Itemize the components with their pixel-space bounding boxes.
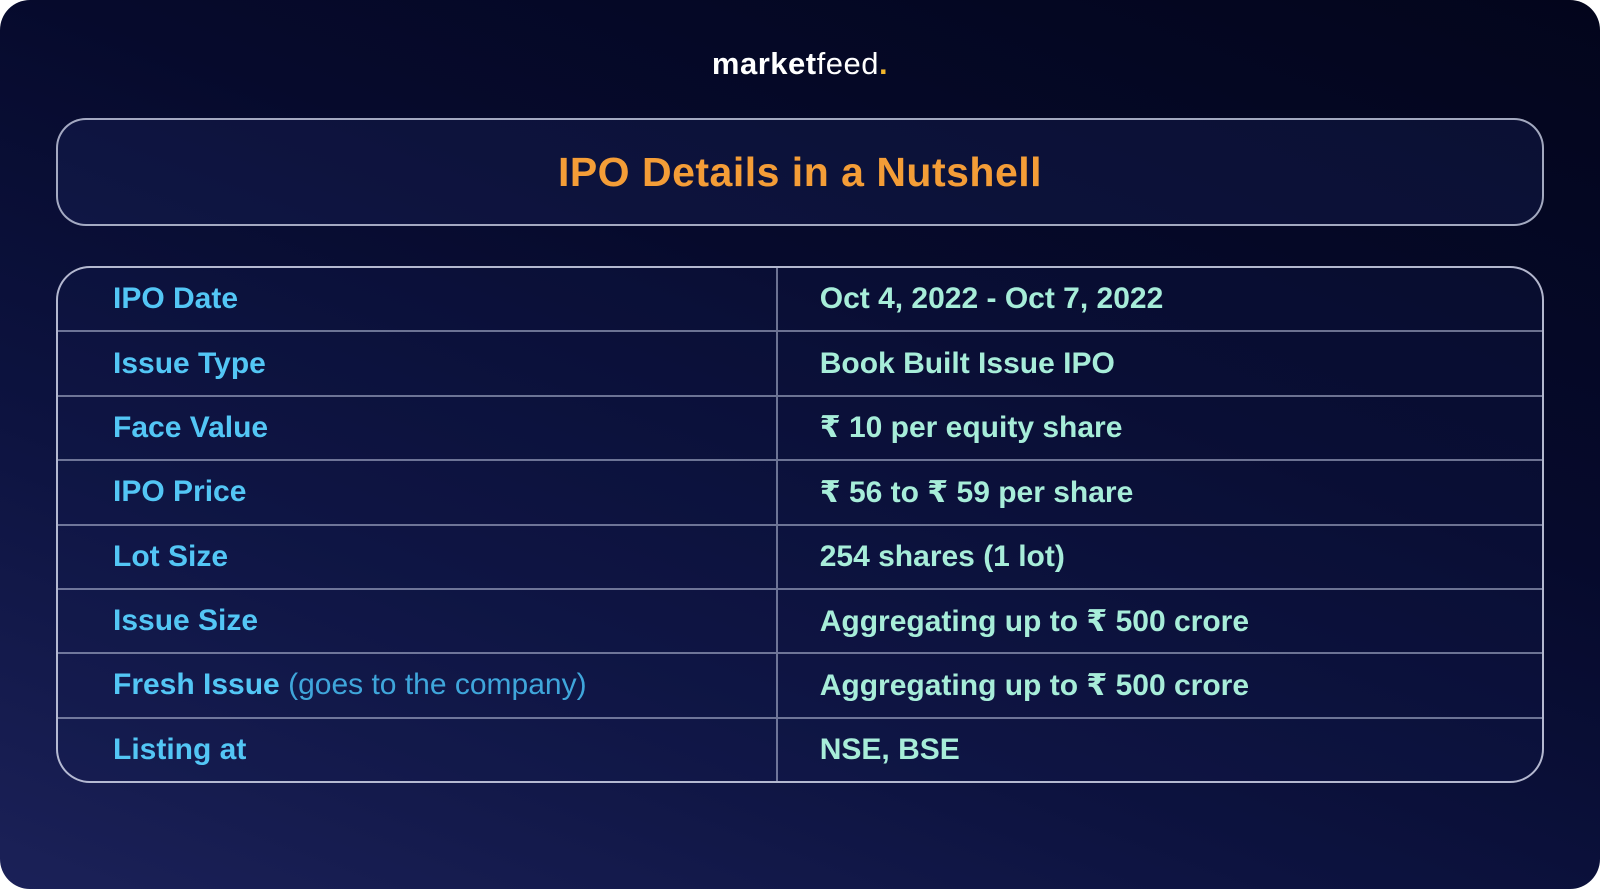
row-label-cell: Face Value [58, 396, 778, 460]
value-text: 254 shares (1 lot) [819, 539, 1065, 573]
row-value-cell: 254 shares (1 lot) [778, 526, 1542, 588]
label-text: Issue Type [113, 346, 266, 380]
row-label-cell: Fresh Issue (goes to the company) [58, 654, 778, 717]
table-row-ipo-price: IPO Price ₹ 56 to ₹ 59 per share [58, 461, 1542, 526]
label-text: Fresh Issue [113, 668, 280, 702]
row-label-cell: IPO Date [58, 268, 778, 331]
label-text: Issue Size [113, 604, 259, 638]
label-text: Listing at [113, 732, 247, 766]
value-text: Book Built Issue IPO [819, 346, 1115, 380]
row-label-cell: Issue Size [58, 589, 778, 653]
row-label-cell: Lot Size [58, 525, 778, 588]
row-value-cell: Aggregating up to ₹ 500 crore [778, 590, 1542, 652]
table-row-issue-size: Issue Size Aggregating up to ₹ 500 crore [58, 589, 1542, 655]
label-text: Face Value [113, 410, 269, 444]
row-label-cell: IPO Price [58, 461, 778, 524]
brand-market-text: market [711, 46, 817, 81]
row-value-cell: Oct 4, 2022 - Oct 7, 2022 [778, 268, 1542, 330]
ipo-details-table: IPO Date Oct 4, 2022 - Oct 7, 2022 Issue… [56, 266, 1544, 783]
value-text: ₹ 56 to ₹ 59 per share [819, 475, 1134, 509]
brand-logo: marketfeed. [0, 0, 1600, 82]
value-text: ₹ 10 per equity share [819, 411, 1123, 445]
table-row-lot-size: Lot Size 254 shares (1 lot) [58, 525, 1542, 590]
value-text: Oct 4, 2022 - Oct 7, 2022 [819, 282, 1164, 316]
brand-dot: . [878, 46, 889, 81]
label-text: Lot Size [113, 539, 229, 573]
row-label-cell: Listing at [58, 718, 778, 781]
row-label-cell: Issue Type [58, 332, 778, 395]
title-box: IPO Details in a Nutshell [56, 118, 1544, 226]
label-text: IPO Date [113, 282, 239, 316]
value-text: NSE, BSE [819, 732, 960, 766]
table-row-listing-at: Listing at NSE, BSE [58, 718, 1542, 781]
table-row-fresh-issue: Fresh Issue (goes to the company) Aggreg… [58, 654, 1542, 719]
label-text: IPO Price [113, 475, 247, 509]
page-title: IPO Details in a Nutshell [557, 148, 1043, 195]
value-text: Aggregating up to ₹ 500 crore [819, 668, 1250, 702]
table-row-issue-type: Issue Type Book Built Issue IPO [58, 332, 1542, 397]
row-value-cell: ₹ 56 to ₹ 59 per share [778, 461, 1542, 523]
table-row-ipo-date: IPO Date Oct 4, 2022 - Oct 7, 2022 [58, 268, 1542, 333]
table-row-face-value: Face Value ₹ 10 per equity share [58, 396, 1542, 462]
row-value-cell: ₹ 10 per equity share [778, 397, 1542, 459]
value-text: Aggregating up to ₹ 500 crore [819, 604, 1250, 638]
row-value-cell: Book Built Issue IPO [778, 332, 1542, 394]
brand-feed-text: feed [816, 46, 879, 81]
row-value-cell: Aggregating up to ₹ 500 crore [778, 654, 1542, 716]
label-suffix-text: (goes to the company) [279, 668, 587, 702]
row-value-cell: NSE, BSE [778, 719, 1542, 781]
